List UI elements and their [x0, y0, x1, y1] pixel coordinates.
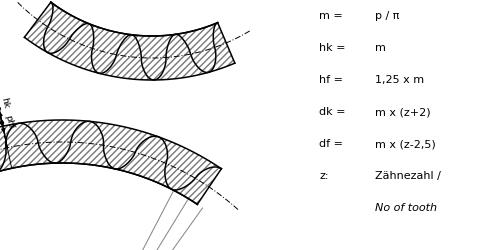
Text: m x (z+2): m x (z+2) [375, 107, 430, 117]
Polygon shape [0, 121, 222, 204]
Text: 1,25 x m: 1,25 x m [375, 75, 424, 85]
Text: z:: z: [319, 171, 328, 181]
Polygon shape [44, 2, 218, 80]
Text: dk =: dk = [319, 107, 345, 117]
Text: m =: m = [319, 11, 343, 21]
Text: hk: hk [0, 97, 10, 110]
Text: p / π: p / π [375, 11, 400, 21]
Text: m x (z-2,5): m x (z-2,5) [375, 139, 436, 149]
Polygon shape [24, 2, 235, 80]
Text: m: m [375, 43, 386, 53]
Text: hf: hf [4, 119, 15, 130]
Text: No of tooth: No of tooth [375, 203, 437, 213]
Polygon shape [0, 120, 222, 204]
Text: df =: df = [319, 139, 343, 149]
Text: hf =: hf = [319, 75, 343, 85]
Text: Zähnezahl /: Zähnezahl / [375, 171, 441, 181]
Text: p: p [3, 114, 13, 122]
Text: hk =: hk = [319, 43, 345, 53]
